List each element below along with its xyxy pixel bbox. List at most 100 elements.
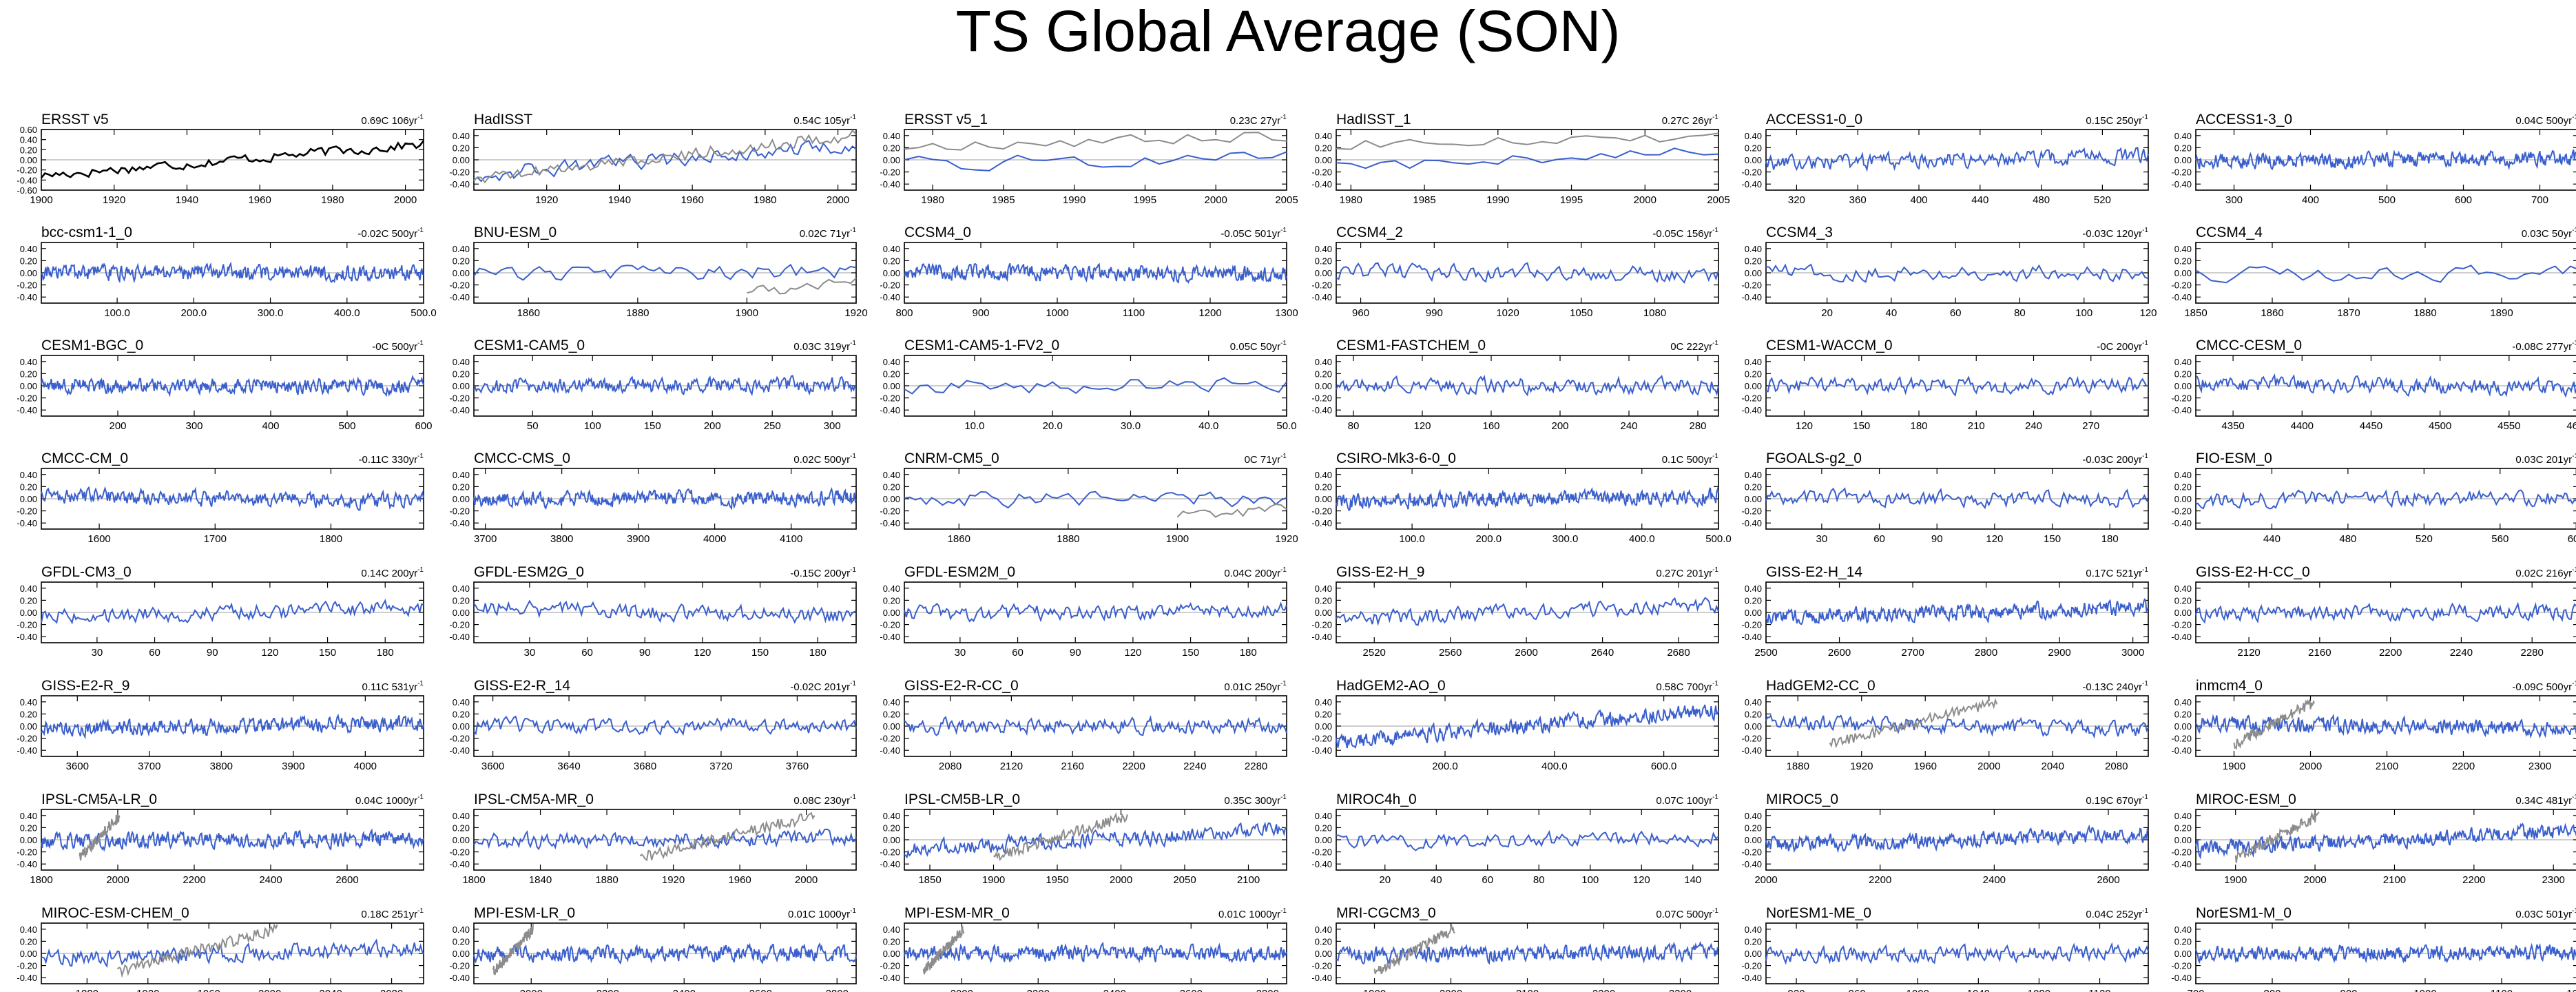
model-series-line [41, 828, 424, 852]
panel-stat: -0C 500yr-1 [372, 340, 424, 353]
x-tick-label: 2000 [1754, 874, 1777, 886]
x-tick-label: 1200 [1198, 307, 1221, 319]
panel-title: CESM1-FASTCHEM_0 [1336, 338, 1486, 353]
x-tick-label: 20.0 [1043, 420, 1063, 432]
x-tick-label: 1960 [681, 194, 703, 206]
model-series-line [1765, 714, 2149, 739]
y-tick-label: 0.20 [2174, 823, 2192, 833]
y-tick-label: 0.40 [2174, 811, 2192, 821]
x-tick-label: 3900 [627, 533, 650, 545]
panel-title: GISS-E2-R_9 [41, 678, 129, 694]
y-tick-label: 0.40 [883, 131, 900, 141]
y-tick-label: -0.20 [2171, 393, 2192, 404]
y-tick-label: 0.40 [453, 244, 470, 254]
y-tick-label: 0.00 [453, 835, 470, 845]
x-tick-label: 1900 [2224, 874, 2247, 886]
x-tick-label: 2000 [795, 874, 818, 886]
panel-title: IPSL-CM5A-MR_0 [474, 792, 594, 807]
y-tick-label: 0.40 [453, 811, 470, 821]
model-series-line [904, 151, 1287, 172]
y-tick-label: 0.00 [2174, 835, 2192, 845]
panel-stat: 0.03C 50yr-1 [2522, 227, 2576, 240]
x-tick-label: 500.0 [1705, 533, 1732, 545]
y-tick-label: 0.00 [883, 721, 900, 732]
y-tick-label: 0.20 [2174, 256, 2192, 266]
y-tick-label: 0.00 [1745, 155, 1762, 165]
figure-title: TS Global Average (SON) [955, 0, 1621, 63]
panel-stat: 0.03C 319yr-1 [793, 340, 856, 353]
model-series-line [1336, 262, 1719, 285]
y-tick-label: -0.60 [17, 185, 37, 196]
x-tick-label: 2520 [1363, 647, 1386, 659]
x-tick-label: 4000 [354, 761, 377, 772]
y-tick-label: 0.40 [2174, 357, 2192, 367]
x-tick-label: 2500 [1754, 647, 1777, 659]
x-tick-label: 2200 [183, 874, 205, 886]
y-tick-label: 0.20 [883, 482, 900, 492]
x-tick-label: 10.0 [964, 420, 984, 432]
x-tick-label: 100.0 [1399, 533, 1425, 545]
panel-stat: 0.02C 71yr-1 [800, 227, 857, 240]
x-tick-label: 40 [1431, 874, 1442, 886]
y-tick-label: -0.40 [17, 632, 37, 642]
panel-title: HadISST_1 [1336, 112, 1411, 127]
x-tick-label: 2800 [1975, 647, 1997, 659]
x-tick-label: 2900 [2048, 647, 2070, 659]
y-tick-label: -0.20 [449, 280, 470, 291]
x-tick-label: 1880 [595, 874, 618, 886]
obs-series-line [639, 812, 816, 862]
y-tick-label: 0.40 [1745, 131, 1762, 141]
y-tick-label: 0.40 [883, 924, 900, 935]
x-tick-label: 4100 [780, 533, 802, 545]
panel-stat: -0.11C 330yr-1 [358, 453, 424, 466]
panel-title: CESM1-BGC_0 [41, 338, 143, 353]
x-tick-label: 1960 [728, 874, 751, 886]
y-tick-label: 0.20 [20, 595, 37, 606]
y-tick-label: -0.20 [2171, 734, 2192, 744]
x-tick-label: 1985 [1413, 194, 1435, 206]
x-tick-label: 3800 [550, 533, 573, 545]
x-tick-label: 1990 [1486, 194, 1509, 206]
y-tick-label: -0.40 [2171, 859, 2192, 869]
y-tick-label: -0.40 [2171, 179, 2192, 189]
model-series-line [41, 599, 424, 625]
x-tick-label: 1950 [1046, 874, 1068, 886]
y-tick-label: -0.20 [1311, 167, 1332, 178]
panel-stat: 0.69C 106yr-1 [361, 114, 424, 127]
panel-title: ERSST v5_1 [904, 112, 988, 127]
panel-title: NorESM1-M_0 [2196, 905, 2292, 921]
model-series-line [41, 486, 424, 511]
model-series-line [1765, 147, 2149, 172]
x-tick-label: 1000 [1907, 988, 1929, 992]
x-tick-label: 2100 [2376, 761, 2398, 772]
y-tick-label: 0.00 [883, 268, 900, 278]
x-tick-label: 3700 [138, 761, 160, 772]
x-tick-label: 300 [824, 420, 841, 432]
panel: inmcm4_0 -0.09C 500yr-1 0.40 0.20 0.00 -0.20-… [2171, 678, 2576, 772]
x-tick-label: 2280 [2521, 647, 2544, 659]
y-tick-label: -0.20 [449, 961, 470, 971]
x-tick-label: 2200 [1869, 874, 1891, 886]
y-tick-label: -0.20 [449, 167, 470, 178]
panel: bcc-csm1-1_0 -0.02C 500yr-1 0.40 0.20 0.00 -0… [17, 225, 436, 319]
x-tick-label: 1860 [948, 533, 970, 545]
y-tick-label: 0.00 [2174, 608, 2192, 618]
x-tick-label: 400.0 [1629, 533, 1655, 545]
y-tick-label: 0.40 [20, 697, 37, 707]
obs-series-line [2233, 699, 2316, 751]
x-tick-label: 1100 [1123, 307, 1145, 319]
x-tick-label: 500.0 [411, 307, 437, 319]
y-tick-label: 0.00 [1745, 381, 1762, 391]
obs-series-line [492, 923, 534, 975]
model-series-line [1336, 704, 1719, 749]
panel: CCSM4_0 -0.05C 501yr-1 0.40 0.20 0.00 -0.20-0… [880, 225, 1298, 319]
y-tick-label: 0.20 [883, 709, 900, 719]
y-tick-label: -0.40 [1311, 405, 1332, 415]
obs-series-line [993, 812, 1128, 862]
y-tick-label: 0.40 [2174, 470, 2192, 480]
y-tick-label: -0.20 [2171, 167, 2192, 178]
y-tick-label: 0.00 [883, 381, 900, 391]
x-tick-label: 2100 [1516, 988, 1539, 992]
y-tick-label: 0.40 [453, 583, 470, 594]
y-tick-label: 0.20 [2174, 143, 2192, 153]
